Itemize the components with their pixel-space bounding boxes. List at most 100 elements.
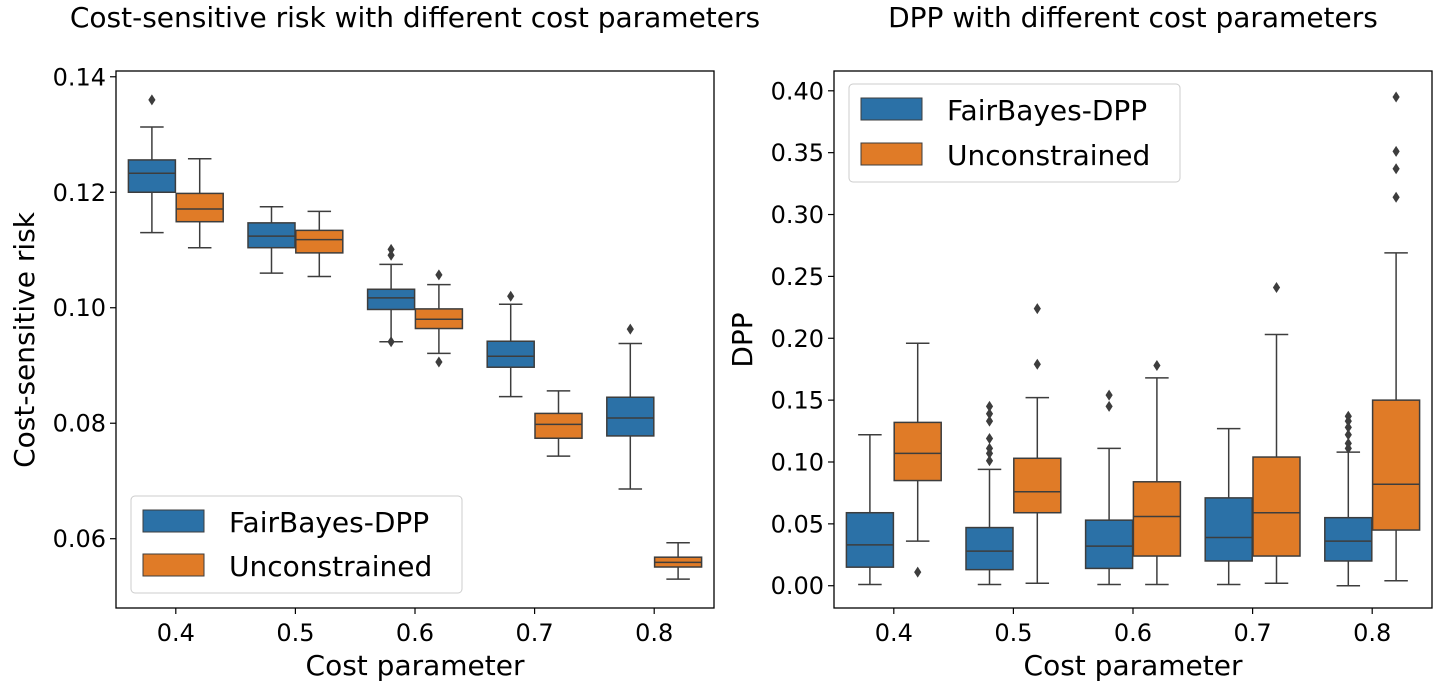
box-iqr — [1204, 497, 1253, 562]
chart-right-x-tick-label: 0.7 — [1234, 619, 1272, 647]
chart-left-y-tick-label: 0.06 — [53, 525, 106, 553]
chart-right-y-tick-label: 0.00 — [771, 572, 824, 600]
chart-left-legend-swatch-unconstrained — [142, 553, 205, 577]
chart-left-x-tick-label: 0.5 — [276, 619, 314, 647]
chart-right-legend-label-unconstrained: Unconstrained — [947, 139, 1150, 172]
chart-right-y-tick-label: 0.20 — [771, 325, 824, 353]
chart-right-legend-label-fairbayes: FairBayes-DPP — [947, 94, 1147, 127]
outlier-point — [1033, 303, 1041, 315]
box-iqr — [247, 222, 296, 249]
outlier-point — [1344, 421, 1352, 433]
chart-right-legend-frame — [848, 83, 1181, 183]
chart-right-y-tick-label: 0.25 — [771, 263, 824, 291]
chart-right-legend-swatch-unconstrained — [860, 142, 923, 166]
chart-left-y-tick-label: 0.12 — [53, 179, 106, 207]
box-iqr — [486, 340, 535, 368]
outlier-point — [1392, 163, 1400, 175]
chart-left-x-axis-label: Cost parameter — [306, 649, 525, 682]
outlier-point — [985, 432, 994, 444]
box-iqr — [1252, 456, 1301, 557]
box-iqr — [127, 159, 177, 194]
chart-right-legend: FairBayes-DPP Unconstrained — [848, 83, 1181, 183]
box-iqr — [893, 421, 942, 482]
outlier-point — [387, 336, 395, 348]
outlier-point — [985, 442, 994, 454]
outlier-point — [148, 94, 156, 106]
chart-right-y-tick-label: 0.35 — [771, 139, 824, 167]
chart-right-box-unconstrained-0.5 — [1013, 303, 1062, 585]
box-iqr — [1132, 481, 1182, 557]
outlier-point — [985, 400, 994, 412]
box-iqr — [366, 288, 416, 311]
chart-right-box-fairbayes-0.5 — [965, 400, 1014, 586]
chart-left-legend-label-unconstrained: Unconstrained — [229, 550, 432, 583]
chart-right-y-tick-label: 0.40 — [771, 77, 824, 105]
outlier-point — [1272, 282, 1281, 294]
outlier-point — [1392, 191, 1400, 203]
outlier-point — [985, 408, 994, 420]
chart-left-y-tick-label: 0.08 — [53, 410, 106, 438]
chart-right-x-tick-label: 0.6 — [1114, 619, 1152, 647]
chart-right-y-axis-label: DPP — [726, 312, 759, 367]
chart-left-box-unconstrained-0.8 — [653, 542, 703, 580]
chart-right-box-fairbayes-0.7 — [1204, 427, 1253, 586]
outlier-point — [914, 566, 922, 578]
chart-right-plot-area — [845, 91, 1421, 587]
outlier-point — [985, 455, 994, 467]
box-iqr — [1084, 519, 1134, 570]
outlier-point — [387, 243, 395, 255]
chart-left-legend-frame — [130, 495, 463, 594]
chart-right-title: DPP with different cost parameters — [888, 1, 1378, 34]
chart-right-y-tick-label: 0.30 — [771, 201, 824, 229]
outlier-point — [1344, 410, 1352, 422]
chart-right-y-tick-label: 0.15 — [771, 387, 824, 415]
outlier-point — [435, 269, 443, 281]
box-iqr — [534, 412, 583, 439]
outlier-point — [1105, 389, 1113, 401]
chart-left-ticks: 0.06 0.08 0.10 0.12 0.14 0.4 0.5 0.6 0.7 0.8 — [53, 63, 674, 647]
box-iqr — [606, 396, 655, 437]
chart-left-box-fairbayes-0.8 — [606, 323, 655, 490]
chart-left-box-unconstrained-0.4 — [175, 158, 224, 249]
box-iqr — [965, 526, 1014, 571]
box-iqr — [845, 511, 895, 568]
chart-right-box-fairbayes-0.6 — [1084, 389, 1134, 586]
outlier-point — [1344, 437, 1352, 449]
chart-left-legend-label-fairbayes: FairBayes-DPP — [229, 506, 429, 539]
box-iqr — [1013, 457, 1062, 514]
chart-left-y-tick-label: 0.10 — [53, 294, 106, 322]
outlier-point — [1105, 400, 1113, 412]
chart-right-box-unconstrained-0.6 — [1132, 359, 1182, 586]
chart-right-x-axis-label: Cost parameter — [1024, 649, 1243, 682]
chart-right-legend-swatch-fairbayes — [860, 97, 923, 121]
outlier-point — [985, 415, 994, 427]
chart-left-legend-swatch-fairbayes — [142, 509, 205, 533]
chart-left-x-tick-label: 0.4 — [157, 619, 195, 647]
outlier-point — [507, 290, 515, 302]
box-iqr — [1371, 399, 1421, 531]
chart-left-box-unconstrained-0.6 — [414, 269, 464, 368]
chart-left-box-fairbayes-0.5 — [247, 205, 296, 274]
chart-right: DPP with different cost parameters 0.00 0… — [726, 1, 1433, 682]
outlier-point — [1392, 145, 1400, 157]
chart-right-box-unconstrained-0.8 — [1371, 91, 1421, 582]
chart-left-plot-area — [127, 94, 703, 580]
chart-right-x-tick-label: 0.8 — [1353, 619, 1391, 647]
chart-right-y-tick-label: 0.10 — [771, 448, 824, 476]
chart-left-x-tick-label: 0.6 — [396, 619, 434, 647]
chart-left: Cost-sensitive risk with different cost … — [8, 1, 760, 682]
outlier-point — [435, 356, 443, 368]
chart-left-y-axis-label: Cost-sensitive risk — [8, 211, 41, 468]
chart-left-box-unconstrained-0.5 — [295, 210, 344, 278]
chart-right-box-unconstrained-0.7 — [1252, 282, 1301, 585]
box-iqr — [1324, 516, 1373, 562]
chart-left-box-fairbayes-0.4 — [127, 94, 177, 234]
outlier-point — [387, 249, 395, 261]
chart-left-y-tick-label: 0.14 — [53, 63, 106, 91]
chart-right-box-unconstrained-0.4 — [893, 342, 942, 578]
chart-right-box-fairbayes-0.8 — [1324, 410, 1373, 587]
outlier-point — [1344, 429, 1352, 441]
box-iqr — [175, 192, 224, 223]
chart-right-box-fairbayes-0.4 — [845, 434, 895, 586]
